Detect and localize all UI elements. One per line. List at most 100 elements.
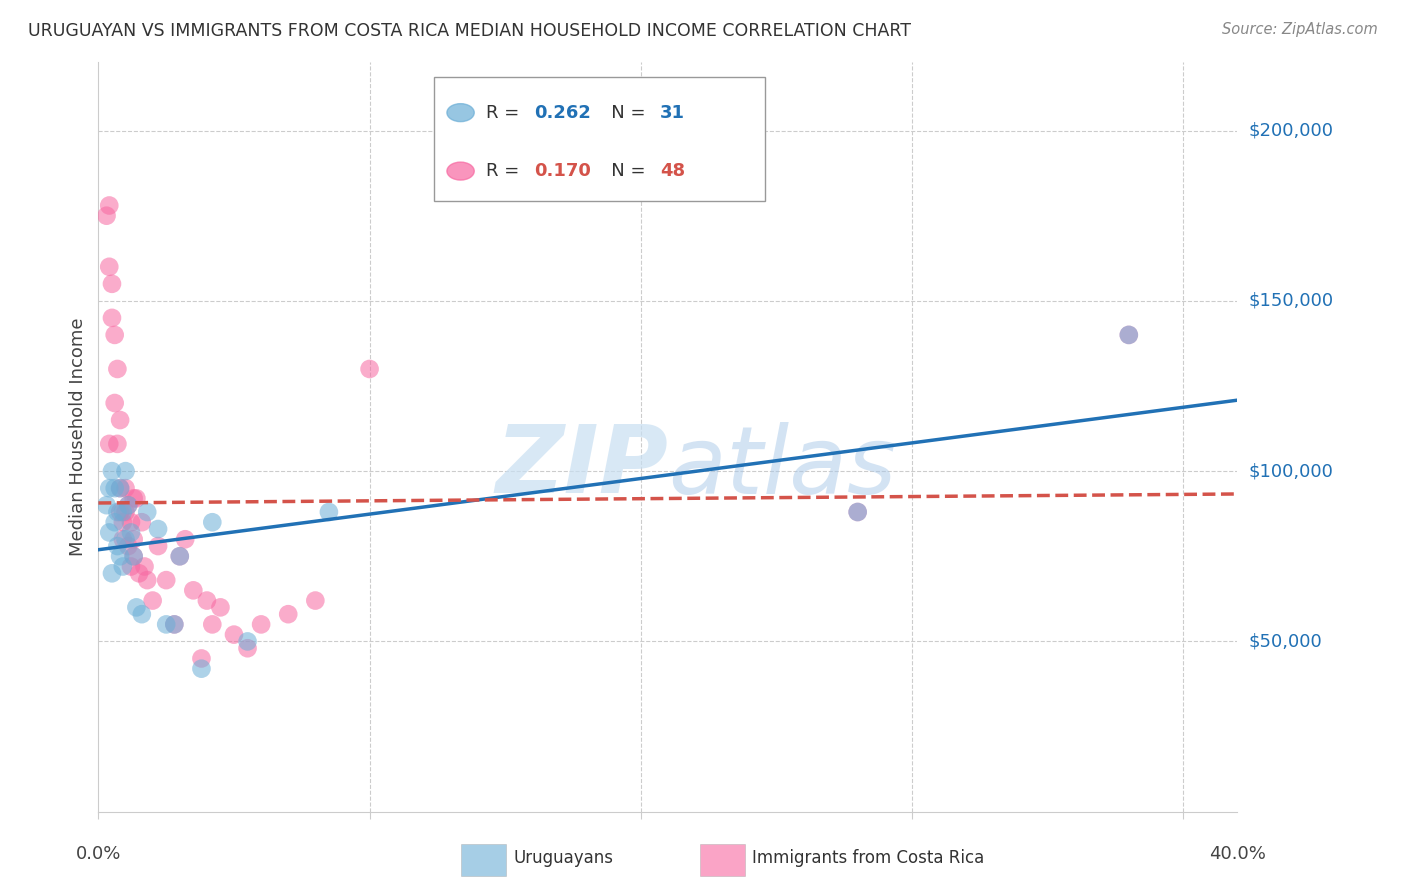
Point [318, 505, 340, 519]
Point [131, 515, 153, 529]
Point [131, 607, 153, 622]
Point [163, 617, 186, 632]
Point [846, 505, 869, 519]
Point [190, 651, 212, 665]
Point [98, 260, 121, 274]
Text: 31: 31 [659, 103, 685, 121]
Point [146, 522, 169, 536]
Point [98, 198, 121, 212]
Point [104, 515, 127, 529]
Point [108, 505, 131, 519]
Point [96, 209, 118, 223]
Point [114, 464, 136, 478]
Point [108, 413, 131, 427]
Text: $50,000: $50,000 [1249, 632, 1322, 650]
Point [117, 498, 139, 512]
Point [117, 498, 139, 512]
Point [108, 549, 131, 564]
Point [1118, 327, 1140, 342]
Point [107, 437, 129, 451]
Circle shape [447, 162, 474, 180]
Point [236, 641, 259, 656]
Text: N =: N = [593, 103, 651, 121]
Point [155, 573, 177, 587]
Point [846, 505, 869, 519]
Point [107, 362, 129, 376]
Point [111, 559, 134, 574]
Point [183, 583, 205, 598]
Point [128, 566, 150, 581]
Point [146, 539, 169, 553]
Point [96, 498, 118, 512]
Text: Source: ZipAtlas.com: Source: ZipAtlas.com [1222, 22, 1378, 37]
Point [122, 533, 145, 547]
Text: Uruguayans: Uruguayans [513, 849, 613, 867]
Text: Immigrants from Costa Rica: Immigrants from Costa Rica [752, 849, 984, 867]
Text: 0.0%: 0.0% [76, 846, 121, 863]
Point [120, 525, 142, 540]
Point [174, 533, 197, 547]
Point [101, 277, 124, 291]
FancyBboxPatch shape [434, 78, 765, 201]
Point [201, 515, 224, 529]
Point [117, 539, 139, 553]
Point [359, 362, 381, 376]
Point [201, 617, 224, 632]
Y-axis label: Median Household Income: Median Household Income [69, 318, 87, 557]
Text: $150,000: $150,000 [1249, 292, 1333, 310]
Point [122, 491, 145, 506]
Point [250, 617, 273, 632]
Point [155, 617, 177, 632]
Text: URUGUAYAN VS IMMIGRANTS FROM COSTA RICA MEDIAN HOUSEHOLD INCOME CORRELATION CHAR: URUGUAYAN VS IMMIGRANTS FROM COSTA RICA … [28, 22, 911, 40]
Point [104, 481, 127, 495]
Point [98, 437, 121, 451]
Point [114, 505, 136, 519]
Point [195, 593, 218, 607]
Point [120, 559, 142, 574]
Point [98, 525, 121, 540]
Point [101, 464, 124, 478]
Point [104, 396, 127, 410]
Point [222, 627, 245, 641]
Point [107, 539, 129, 553]
Point [125, 491, 148, 506]
Point [122, 549, 145, 564]
Point [169, 549, 191, 564]
Text: atlas: atlas [668, 422, 896, 513]
Text: ZIP: ZIP [495, 421, 668, 513]
Text: 40.0%: 40.0% [1209, 846, 1265, 863]
Point [209, 600, 232, 615]
Point [136, 505, 159, 519]
Point [104, 327, 127, 342]
Point [98, 481, 121, 495]
Point [1118, 327, 1140, 342]
Point [122, 549, 145, 564]
Point [101, 310, 124, 325]
Circle shape [447, 103, 474, 121]
Text: R =: R = [485, 162, 524, 180]
Text: 0.262: 0.262 [534, 103, 592, 121]
Point [169, 549, 191, 564]
Point [108, 481, 131, 495]
Text: $200,000: $200,000 [1249, 121, 1333, 139]
Point [111, 533, 134, 547]
Point [277, 607, 299, 622]
Text: 48: 48 [659, 162, 685, 180]
Point [107, 505, 129, 519]
Text: R =: R = [485, 103, 524, 121]
Point [236, 634, 259, 648]
Point [101, 566, 124, 581]
Point [142, 593, 165, 607]
Point [134, 559, 156, 574]
Point [108, 481, 131, 495]
Point [125, 600, 148, 615]
Text: N =: N = [593, 162, 651, 180]
Point [163, 617, 186, 632]
Point [111, 505, 134, 519]
Point [190, 662, 212, 676]
Point [114, 533, 136, 547]
Point [111, 515, 134, 529]
Text: 0.170: 0.170 [534, 162, 592, 180]
Text: $100,000: $100,000 [1249, 462, 1333, 480]
Point [114, 481, 136, 495]
